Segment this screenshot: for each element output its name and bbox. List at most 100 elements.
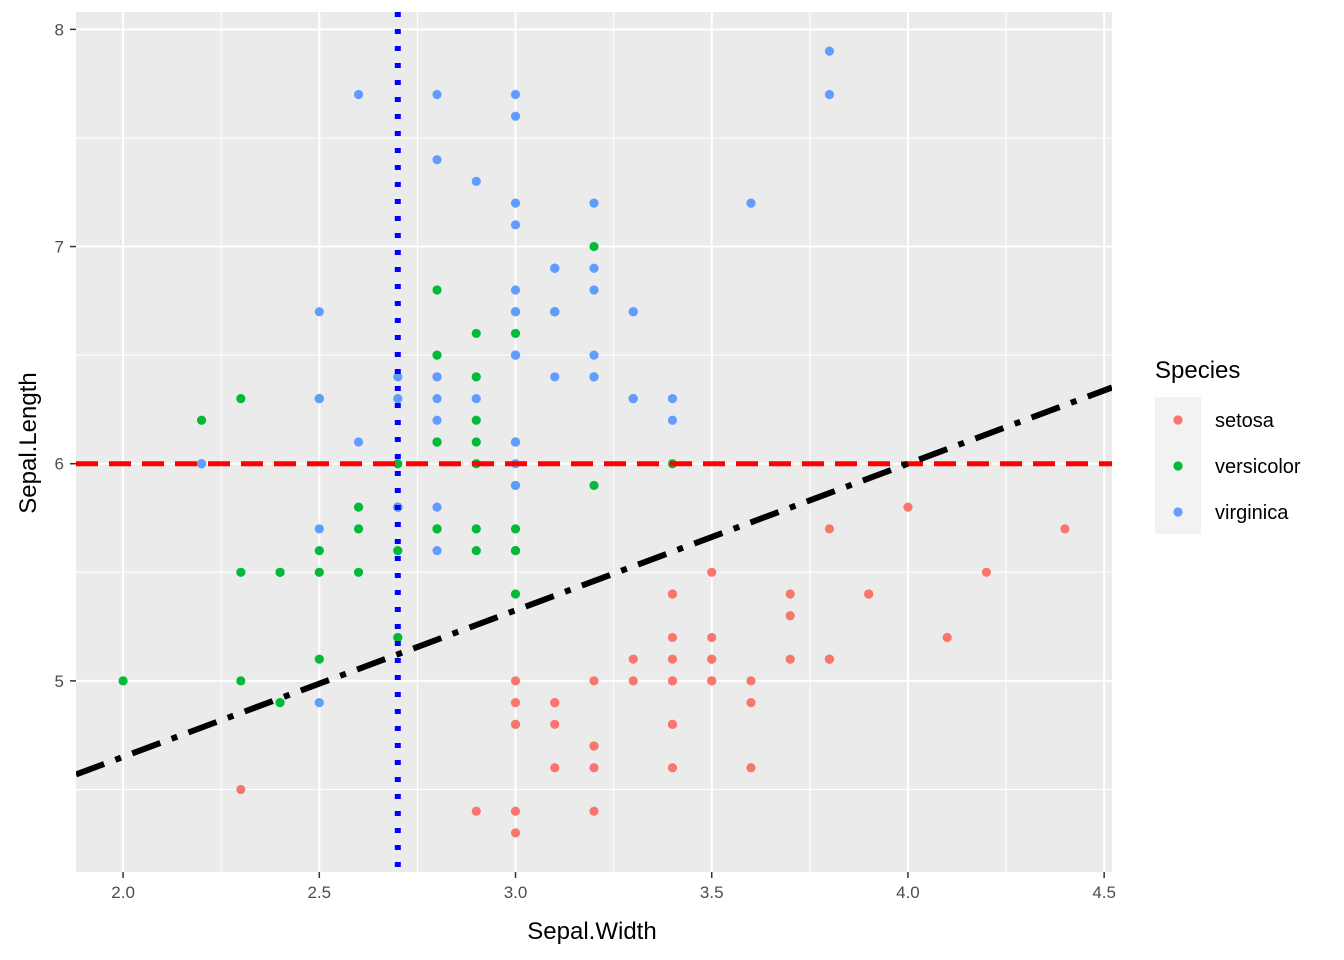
data-point-setosa <box>510 676 521 686</box>
data-point-setosa <box>236 784 246 795</box>
data-point-versicolor <box>314 654 324 664</box>
data-point-versicolor <box>471 328 481 339</box>
data-point-virginica <box>667 415 678 425</box>
data-point-setosa <box>824 524 835 534</box>
legend-key-versicolor <box>1173 461 1183 471</box>
data-point-versicolor <box>353 502 364 512</box>
data-point-setosa <box>589 676 599 686</box>
data-point-setosa <box>707 632 717 643</box>
data-point-virginica <box>353 437 364 447</box>
grid-major <box>76 12 1112 872</box>
legend: Species setosa versicolor virginica <box>1155 357 1301 534</box>
data-point-versicolor <box>432 524 442 534</box>
data-point-versicolor <box>432 437 442 447</box>
data-point-virginica <box>510 307 521 317</box>
data-point-setosa <box>550 719 560 729</box>
panel-background <box>76 12 1112 872</box>
data-point-versicolor <box>432 350 442 360</box>
data-point-setosa <box>510 719 521 729</box>
data-point-setosa <box>550 763 560 773</box>
data-point-versicolor <box>118 676 128 686</box>
data-point-virginica <box>824 46 835 56</box>
x-axis-ticks: 2.0 2.5 3.0 3.5 4.0 4.5 <box>111 872 1116 902</box>
data-point-versicolor <box>510 328 521 339</box>
data-point-setosa <box>942 632 952 643</box>
data-point-versicolor <box>275 698 285 708</box>
data-point-versicolor <box>314 545 324 556</box>
x-axis-title: Sepal.Width <box>527 918 656 945</box>
data-point-virginica <box>510 480 521 491</box>
data-point-setosa <box>785 611 795 621</box>
data-point-versicolor <box>471 545 481 556</box>
data-point-virginica <box>628 307 638 317</box>
data-point-versicolor <box>471 437 481 447</box>
data-point-setosa <box>510 828 521 838</box>
legend-label-virginica: virginica <box>1215 502 1289 524</box>
data-point-setosa <box>667 763 678 773</box>
y-tick-label: 6 <box>55 455 64 474</box>
data-point-virginica <box>550 263 560 273</box>
data-point-setosa <box>550 698 560 708</box>
data-point-setosa <box>628 654 638 664</box>
data-point-versicolor <box>236 393 246 404</box>
data-point-setosa <box>707 654 717 664</box>
data-point-virginica <box>510 350 521 360</box>
data-point-virginica <box>667 393 678 404</box>
data-point-setosa <box>510 806 521 816</box>
data-point-virginica <box>471 176 481 186</box>
reference-lines <box>76 12 1112 872</box>
data-point-virginica <box>589 198 599 208</box>
data-point-virginica <box>510 437 521 447</box>
data-point-virginica <box>589 372 599 382</box>
data-point-setosa <box>785 654 795 664</box>
legend-key-setosa <box>1173 415 1183 425</box>
data-point-versicolor <box>589 241 599 252</box>
data-point-virginica <box>432 155 442 165</box>
data-point-versicolor <box>471 524 481 534</box>
data-point-virginica <box>393 393 403 404</box>
y-axis-title: Sepal.Length <box>15 372 42 513</box>
data-point-virginica <box>510 111 521 121</box>
legend-label-versicolor: versicolor <box>1215 456 1301 478</box>
data-point-setosa <box>785 589 795 599</box>
data-point-setosa <box>589 741 599 751</box>
data-point-virginica <box>432 393 442 404</box>
data-point-virginica <box>510 89 521 100</box>
data-point-setosa <box>824 654 835 664</box>
data-point-virginica <box>432 415 442 425</box>
data-point-virginica <box>314 524 324 534</box>
data-point-virginica <box>824 89 835 100</box>
data-point-virginica <box>432 89 442 100</box>
abline-reference <box>76 384 1112 778</box>
data-point-setosa <box>589 806 599 816</box>
y-tick-label: 8 <box>55 20 64 39</box>
data-point-virginica <box>589 350 599 360</box>
data-point-setosa <box>1060 524 1070 534</box>
y-tick-label: 7 <box>55 238 64 257</box>
data-point-virginica <box>510 220 521 230</box>
legend-key-virginica <box>1173 507 1183 517</box>
data-point-virginica <box>628 393 638 404</box>
data-point-virginica <box>550 372 560 382</box>
legend-label-setosa: setosa <box>1215 410 1275 432</box>
x-tick-label: 4.0 <box>896 883 920 902</box>
data-point-virginica <box>589 285 599 295</box>
data-point-setosa <box>746 698 756 708</box>
data-point-virginica <box>353 89 364 100</box>
data-point-setosa <box>628 676 638 686</box>
x-tick-label: 2.5 <box>307 883 331 902</box>
data-point-versicolor <box>393 459 403 469</box>
data-point-virginica <box>550 307 560 317</box>
data-point-setosa <box>746 676 756 686</box>
data-point-virginica <box>314 307 324 317</box>
data-point-versicolor <box>471 415 481 425</box>
data-point-versicolor <box>275 567 285 577</box>
y-tick-label: 5 <box>55 672 64 691</box>
data-point-versicolor <box>471 372 481 382</box>
y-axis-ticks: 5 6 7 8 <box>55 20 76 691</box>
data-point-setosa <box>707 567 717 577</box>
data-point-virginica <box>432 502 442 512</box>
data-point-virginica <box>510 198 521 208</box>
data-point-versicolor <box>393 632 403 643</box>
